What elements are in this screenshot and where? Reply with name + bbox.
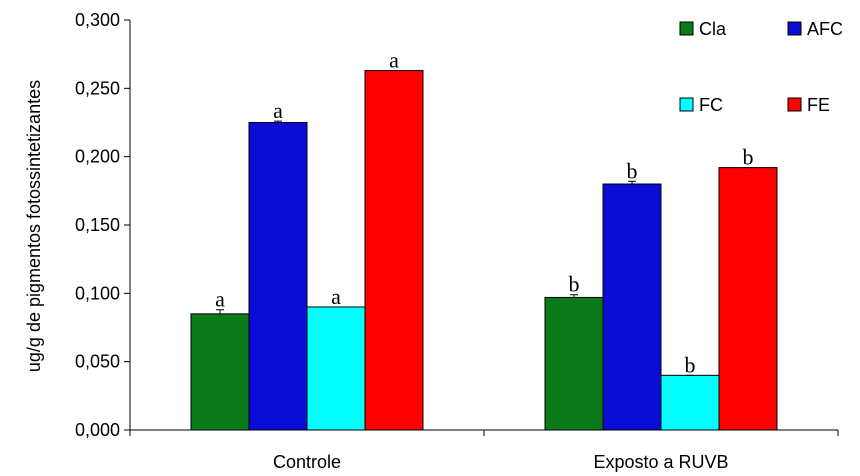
bar <box>190 313 250 431</box>
significance-label: b <box>627 158 638 183</box>
legend-swatch <box>679 97 694 112</box>
y-tick-label: 0,050 <box>75 352 120 372</box>
legend-label: FC <box>699 95 723 115</box>
bar <box>544 296 604 431</box>
bar <box>718 167 778 431</box>
y-tick-label: 0,200 <box>75 147 120 167</box>
significance-label: b <box>743 145 754 170</box>
legend-swatch <box>787 21 802 36</box>
bar <box>306 306 366 431</box>
bar <box>248 122 308 431</box>
significance-label: a <box>331 284 341 309</box>
bar <box>364 70 424 431</box>
legend-label: FE <box>807 95 830 115</box>
bar <box>660 374 720 431</box>
y-axis-label: ug/g de pigmentos fotossintetizantes <box>24 80 44 372</box>
legend-label: Cla <box>699 19 727 39</box>
significance-label: a <box>273 98 283 123</box>
legend-swatch <box>679 21 694 36</box>
legend-label: AFC <box>807 19 843 39</box>
y-tick-label: 0,250 <box>75 78 120 98</box>
y-tick-label: 0,100 <box>75 283 120 303</box>
plot-area: 0,000 0,050 0,100 0,150 0,200 0,250 0,300 Contr… <box>75 10 839 472</box>
bar <box>602 183 662 431</box>
y-tick-label: 0,000 <box>75 420 120 440</box>
significance-label: b <box>685 352 696 377</box>
y-tick-label: 0,300 <box>75 10 120 30</box>
x-tick-label: Exposto a RUVB <box>593 452 728 472</box>
legend-swatch <box>787 97 802 112</box>
x-tick-label: Controle <box>273 452 341 472</box>
significance-label: a <box>389 48 399 73</box>
y-tick-label: 0,150 <box>75 215 120 235</box>
significance-label: a <box>215 287 225 312</box>
legend: Cla AFC FC FE <box>679 19 843 115</box>
significance-label: b <box>569 272 580 297</box>
